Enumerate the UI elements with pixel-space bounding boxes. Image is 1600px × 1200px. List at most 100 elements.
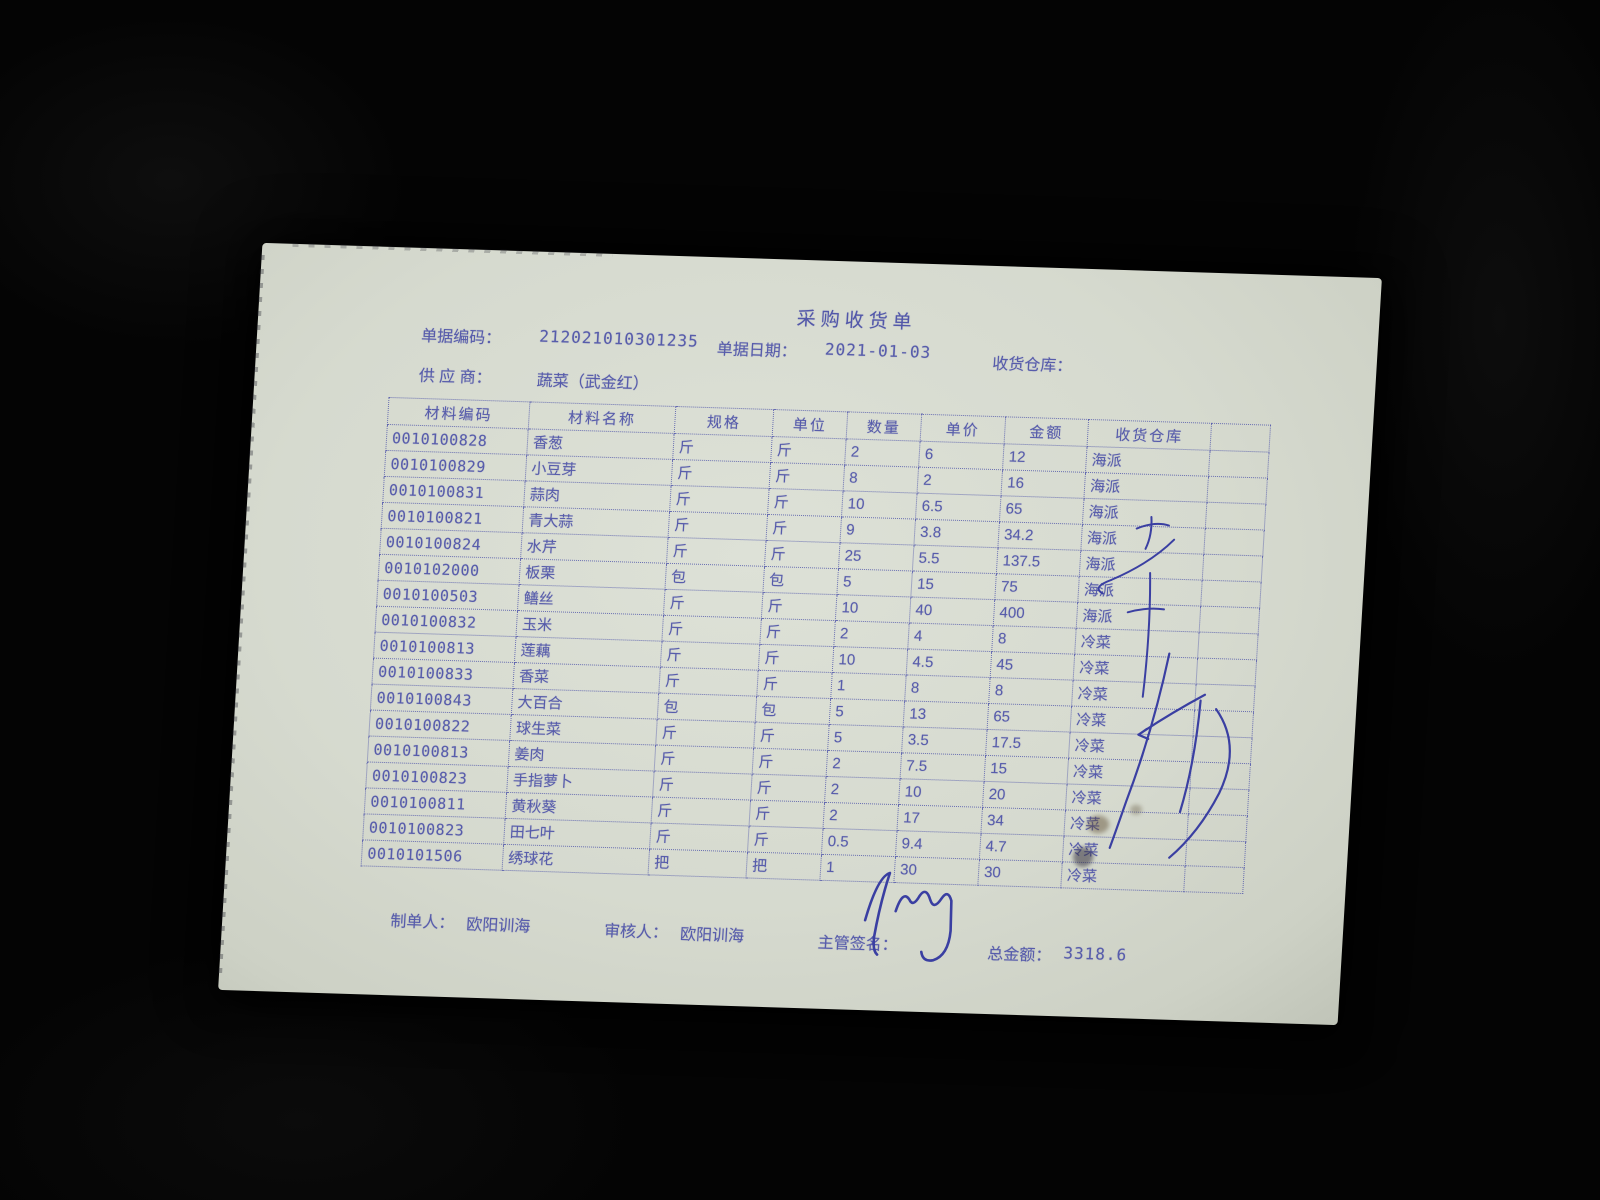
cell-unit: 斤 [770, 436, 847, 465]
cell-amount: 12 [1002, 443, 1088, 473]
cell-spec: 斤 [668, 511, 768, 541]
cell-price: 2 [917, 467, 1003, 496]
cell-qty: 10 [841, 490, 918, 520]
cell-spec: 斤 [671, 459, 771, 489]
cell-spec: 斤 [654, 745, 754, 775]
col-header-warehouse: 收货仓库 [1087, 419, 1212, 451]
cell-extra [1206, 476, 1268, 505]
cell-unit: 包 [755, 696, 831, 725]
cell-name: 绣球花 [502, 844, 650, 875]
cell-price: 3.8 [913, 519, 1000, 548]
cell-spec: 斤 [652, 770, 753, 801]
cell-spec: 包 [657, 693, 757, 723]
cell-unit: 斤 [767, 488, 844, 517]
cell-unit: 斤 [747, 825, 824, 855]
cell-price: 3.5 [901, 726, 988, 756]
cell-price: 40 [909, 596, 995, 626]
cell-qty: 25 [838, 542, 914, 571]
auditor-label: 审核人： [603, 923, 669, 942]
auditor-value: 欧阳训海 [679, 926, 745, 946]
cell-spec: 包 [664, 563, 765, 593]
cell-spec: 斤 [669, 485, 770, 515]
cell-unit: 斤 [753, 722, 830, 751]
cell-qty: 2 [824, 776, 901, 805]
cell-warehouse: 海派 [1083, 472, 1209, 503]
cell-amount: 65 [987, 703, 1072, 733]
cell-qty: 5 [827, 724, 904, 753]
col-header-spec: 规格 [674, 406, 774, 437]
cell-unit: 斤 [749, 800, 825, 829]
cell-spec: 斤 [649, 822, 750, 852]
cell-spec: 斤 [663, 589, 763, 619]
cell-qty: 1 [830, 672, 907, 701]
cell-spec: 斤 [655, 719, 756, 749]
cell-unit: 斤 [769, 462, 845, 491]
doc-date-label: 单据日期： [716, 341, 798, 361]
supplier-value: 蔬菜（武金红） [536, 372, 650, 394]
cell-amount: 20 [982, 781, 1067, 810]
cell-price: 13 [903, 700, 989, 730]
cell-spec: 斤 [651, 796, 751, 826]
cell-unit: 斤 [756, 670, 833, 699]
cell-amount: 8 [991, 625, 1077, 655]
col-header-amount: 金额 [1004, 416, 1089, 447]
cell-warehouse: 海派 [1085, 446, 1210, 477]
cell-spec: 斤 [666, 537, 767, 567]
cell-unit: 斤 [761, 592, 837, 621]
cell-code: 0010101506 [361, 839, 504, 871]
cell-unit: 斤 [758, 644, 834, 673]
cell-amount: 4.7 [979, 833, 1064, 862]
warehouse-label: 收货仓库： [991, 355, 1073, 376]
cell-amount: 8 [988, 677, 1074, 707]
col-header-qty: 数量 [846, 411, 922, 442]
col-header-extra [1209, 423, 1271, 453]
col-header-price: 单价 [920, 414, 1006, 444]
cell-price: 8 [904, 674, 991, 704]
receipt-paper: 采购收货单 单据编码： 212021010301235 单据日期： 2021-0… [218, 242, 1382, 1026]
cell-qty: 2 [844, 438, 921, 468]
cell-amount: 17.5 [985, 729, 1071, 758]
cell-unit: 斤 [766, 514, 842, 543]
cell-unit: 斤 [759, 618, 836, 647]
col-header-unit: 单位 [772, 409, 848, 439]
cell-price: 6.5 [915, 493, 1001, 522]
cell-amount: 400 [993, 599, 1078, 629]
cell-price: 15 [910, 570, 997, 600]
cell-qty: 5 [836, 568, 913, 597]
supplier-label: 供 应 商： [418, 367, 493, 388]
cell-qty: 2 [826, 750, 902, 779]
cell-price: 4 [907, 622, 994, 652]
cell-amount: 137.5 [996, 547, 1081, 577]
cell-price: 5.5 [912, 545, 998, 574]
cell-spec: 斤 [660, 641, 760, 671]
doc-date-value: 2021-01-03 [824, 339, 932, 362]
cell-unit: 斤 [764, 540, 840, 569]
cell-amount: 34 [980, 807, 1066, 836]
receipt-title: 采购收货单 [796, 308, 918, 334]
margin-scribble-top [1097, 515, 1176, 698]
cell-price: 7.5 [900, 752, 986, 782]
cell-spec: 斤 [661, 615, 762, 645]
cell-qty: 9 [839, 516, 916, 546]
total-value: 3318.6 [1062, 943, 1128, 965]
supervisor-signature [863, 871, 953, 962]
cell-amount: 15 [984, 755, 1069, 784]
cell-price: 4.5 [906, 648, 992, 678]
cell-qty: 2 [823, 802, 899, 831]
cell-qty: 2 [833, 620, 910, 649]
cell-qty: 10 [832, 646, 908, 675]
cell-unit: 斤 [752, 748, 828, 777]
cell-amount: 34.2 [997, 521, 1083, 551]
cell-price: 9.4 [895, 830, 981, 860]
doc-no-label: 单据编码： [420, 327, 502, 348]
doc-no-value: 212021010301235 [538, 326, 700, 351]
cell-unit: 包 [762, 566, 839, 595]
cell-qty: 0.5 [821, 828, 897, 857]
cell-qty: 5 [829, 698, 905, 727]
cell-spec: 斤 [658, 667, 759, 697]
cell-amount: 45 [990, 651, 1075, 681]
cell-extra [1208, 450, 1269, 479]
cell-spec: 斤 [672, 433, 773, 463]
cell-qty: 10 [835, 594, 911, 623]
maker-value: 欧阳训海 [465, 916, 531, 936]
